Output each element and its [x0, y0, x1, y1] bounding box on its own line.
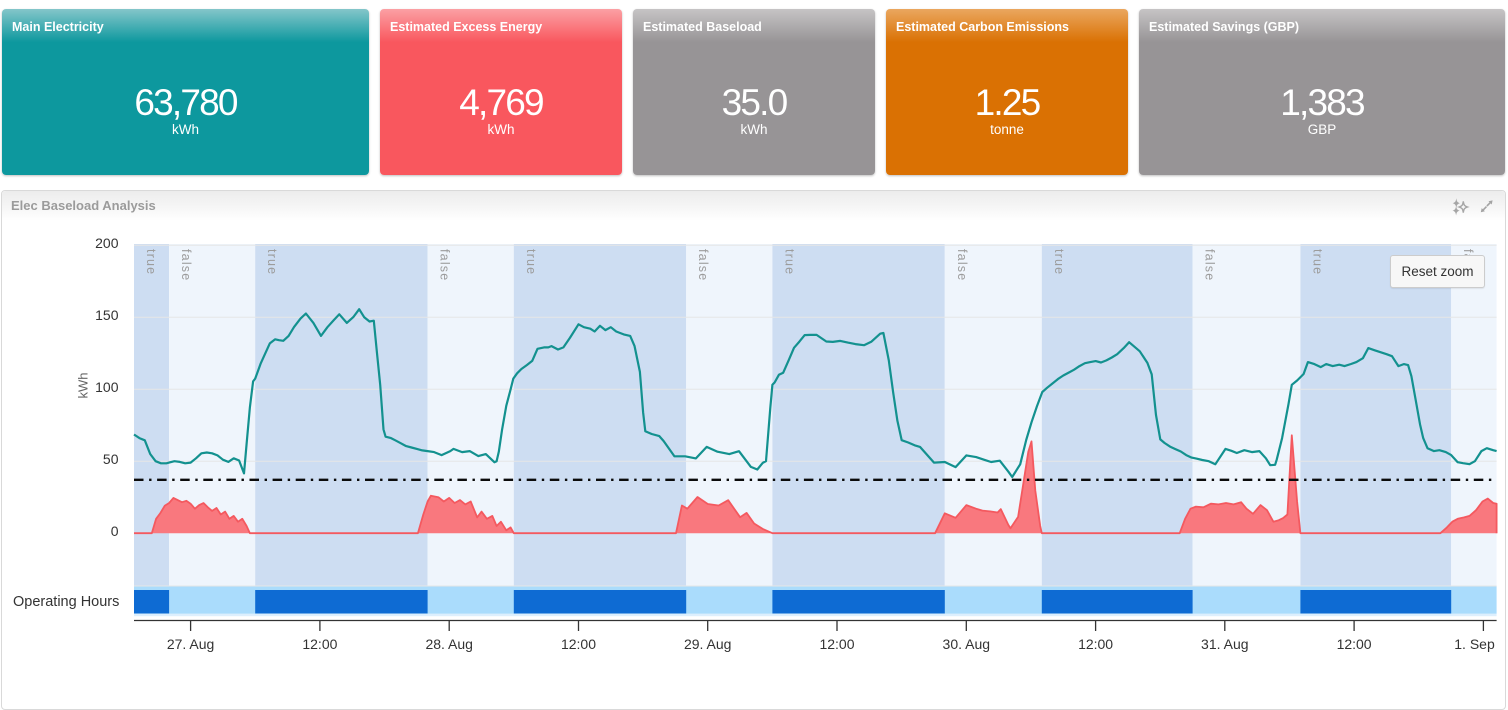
svg-text:true: true [782, 249, 796, 275]
svg-text:false: false [696, 249, 710, 281]
svg-text:true: true [524, 249, 538, 275]
svg-text:true: true [1052, 249, 1066, 275]
svg-text:false: false [179, 249, 193, 281]
svg-text:true: true [144, 249, 158, 275]
svg-text:true: true [1310, 249, 1324, 275]
svg-text:false: false [955, 249, 969, 281]
svg-text:false: false [1203, 249, 1217, 281]
svg-text:false: false [438, 249, 452, 281]
svg-text:true: true [265, 249, 279, 275]
